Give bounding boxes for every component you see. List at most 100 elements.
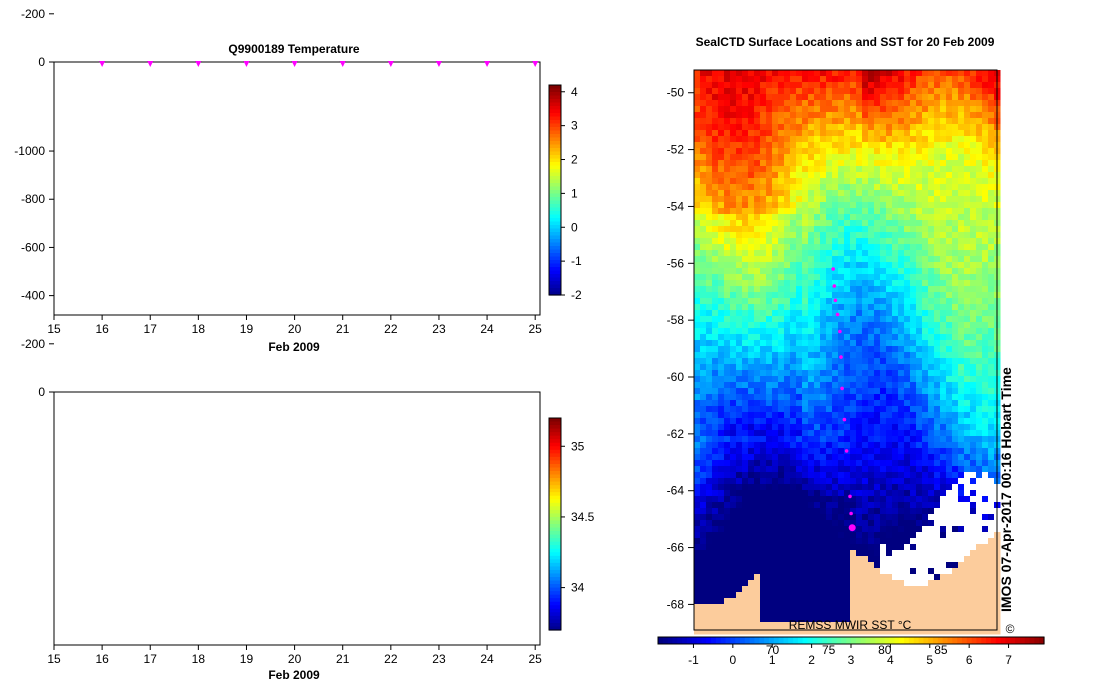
- sst-cell: [736, 142, 743, 149]
- sst-cell: [970, 154, 977, 161]
- sst-cell: [940, 220, 947, 227]
- colorbar-segment: [549, 207, 561, 212]
- sst-cell: [712, 76, 719, 83]
- sst-cell: [826, 244, 833, 251]
- sst-cell: [748, 190, 755, 197]
- sst-cell: [946, 70, 953, 77]
- sst-cell: [790, 136, 797, 143]
- sst-cell: [964, 154, 971, 161]
- sst-cell: [754, 166, 761, 173]
- sst-cell: [952, 106, 959, 113]
- sst-cell: [736, 172, 743, 179]
- sst-cell: [988, 148, 995, 155]
- sst-cell: [778, 166, 785, 173]
- sst-cell: [706, 226, 713, 233]
- sst-cell: [964, 112, 971, 119]
- sst-cell: [820, 118, 827, 125]
- sst-cell: [730, 70, 737, 77]
- sst-cell: [874, 106, 881, 113]
- colorbar-segment: [549, 190, 561, 195]
- sst-cell: [946, 214, 953, 221]
- sst-cell: [874, 142, 881, 149]
- sst-cell: [880, 172, 887, 179]
- colorbar-segment: [549, 260, 561, 265]
- sst-cell: [802, 106, 809, 113]
- sst-cell: [868, 208, 875, 215]
- sst-cell: [886, 178, 893, 185]
- sst-cell: [832, 100, 839, 107]
- sst-cell: [808, 178, 815, 185]
- sst-cell: [952, 94, 959, 101]
- sst-cell: [760, 154, 767, 161]
- colorbar-segment: [549, 569, 561, 575]
- sst-cell: [718, 190, 725, 197]
- sst-cell: [910, 112, 917, 119]
- colorbar-segment: [549, 446, 561, 451]
- sst-cell: [940, 184, 947, 191]
- sst-cell: [706, 88, 713, 95]
- sst-cell: [748, 238, 755, 245]
- sst-cell: [748, 154, 755, 161]
- sst-cell: [760, 178, 767, 185]
- sst-cell: [706, 196, 713, 203]
- sst-cell: [898, 220, 905, 227]
- sst-cell: [724, 238, 731, 245]
- sst-cell: [862, 202, 869, 209]
- sst-cell: [826, 196, 833, 203]
- sst-cell: [880, 178, 887, 185]
- sst-cell: [706, 106, 713, 113]
- sst-cell: [952, 70, 959, 77]
- sst-cell: [742, 166, 749, 173]
- colorbar-tick-label: -1: [571, 254, 582, 268]
- sst-cell: [958, 220, 965, 227]
- sst-cell: [820, 196, 827, 203]
- sst-cell: [826, 82, 833, 89]
- sst-cell: [916, 142, 923, 149]
- sst-cell: [700, 118, 707, 125]
- sst-cell: [712, 190, 719, 197]
- sst-cell: [838, 250, 845, 257]
- profile-marker: [243, 61, 250, 67]
- sst-cell: [694, 94, 701, 101]
- colorbar-segment: [549, 225, 561, 230]
- sst-cell: [760, 184, 767, 191]
- sst-cell: [736, 220, 743, 227]
- colorbar-segment: [549, 267, 561, 272]
- sst-cell: [928, 76, 935, 83]
- sst-cell: [856, 130, 863, 137]
- sst-cell: [766, 112, 773, 119]
- sst-cell: [838, 82, 845, 89]
- sst-cell: [982, 124, 989, 131]
- sst-cell: [778, 76, 785, 83]
- sst-cell: [946, 244, 953, 251]
- sst-cell: [988, 136, 995, 143]
- sst-cell: [778, 94, 785, 101]
- sst-cell: [796, 226, 803, 233]
- sst-cell: [754, 112, 761, 119]
- sst-cell: [946, 220, 953, 227]
- sst-cell: [976, 148, 983, 155]
- sst-cell: [820, 190, 827, 197]
- sst-cell: [814, 196, 821, 203]
- profile-marker: [532, 61, 539, 67]
- colorbar-segment: [549, 432, 561, 437]
- sst-cell: [694, 142, 701, 149]
- sst-cell: [976, 94, 983, 101]
- sst-cell: [844, 106, 851, 113]
- sst-cell: [748, 178, 755, 185]
- sst-cell: [838, 196, 845, 203]
- sst-cell: [790, 76, 797, 83]
- sst-cell: [922, 226, 929, 233]
- sst-cell: [874, 166, 881, 173]
- sst-cell: [934, 226, 941, 233]
- sst-cell: [796, 196, 803, 203]
- x-tick-label: 16: [95, 652, 109, 666]
- sst-cell: [928, 136, 935, 143]
- sst-cell: [742, 76, 749, 83]
- sst-cell: [910, 244, 917, 251]
- sst-cell: [940, 172, 947, 179]
- sst-cell: [964, 148, 971, 155]
- sst-cell: [964, 202, 971, 209]
- sst-cell: [850, 88, 857, 95]
- sst-cell: [808, 106, 815, 113]
